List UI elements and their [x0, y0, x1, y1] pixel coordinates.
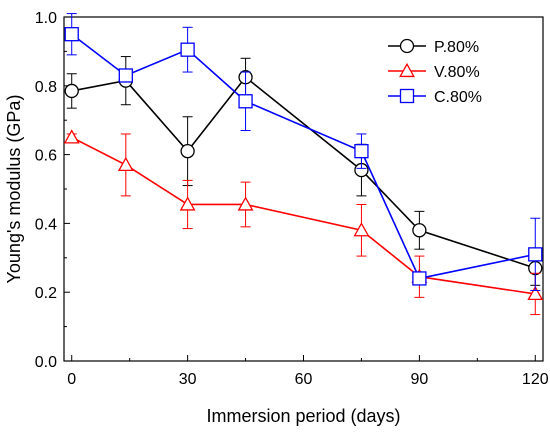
legend-marker — [399, 88, 415, 104]
data-point — [180, 144, 195, 159]
data-point — [117, 156, 134, 172]
x-axis-title: Immersion period (days) — [206, 406, 400, 426]
plot-area: 0.0 0.2 0.4 0.6 0.8 1.0 0 30 60 90 120 — [35, 10, 549, 388]
data-point — [64, 83, 79, 99]
x-tick-label: 90 — [410, 371, 428, 388]
legend-label: P.80% — [434, 39, 479, 56]
data-point — [179, 196, 196, 211]
x-tick-label: 120 — [522, 371, 549, 388]
data-point — [63, 129, 80, 144]
y-tick-label: 0.0 — [35, 354, 57, 371]
data-point — [354, 144, 369, 159]
data-point — [238, 94, 253, 109]
data-point — [412, 223, 427, 238]
y-tick-label: 0.8 — [35, 79, 57, 96]
data-point — [527, 285, 544, 301]
data-point — [64, 27, 79, 42]
legend-marker — [399, 38, 415, 54]
y-tick-label: 0.4 — [35, 216, 57, 233]
legend-label: C.80% — [434, 89, 482, 106]
x-tick-label: 60 — [295, 371, 313, 388]
data-point — [118, 68, 133, 83]
legend: P.80% V.80% C.80% — [388, 38, 482, 106]
legend-marker — [399, 62, 415, 78]
x-tick-label: 0 — [67, 371, 76, 388]
data-point — [528, 247, 543, 262]
y-tick-label: 1.0 — [35, 10, 57, 27]
data-point — [412, 271, 427, 286]
x-tick-label: 30 — [179, 371, 197, 388]
data-point — [237, 196, 254, 211]
y-tick-label: 0.2 — [35, 285, 57, 302]
y-tick-label: 0.6 — [35, 148, 57, 165]
data-point — [353, 222, 370, 237]
data-point — [180, 42, 195, 57]
legend-label: V.80% — [434, 64, 480, 81]
series-c80 — [64, 13, 543, 291]
y-axis-title: Young's modulus (GPa) — [4, 95, 24, 284]
